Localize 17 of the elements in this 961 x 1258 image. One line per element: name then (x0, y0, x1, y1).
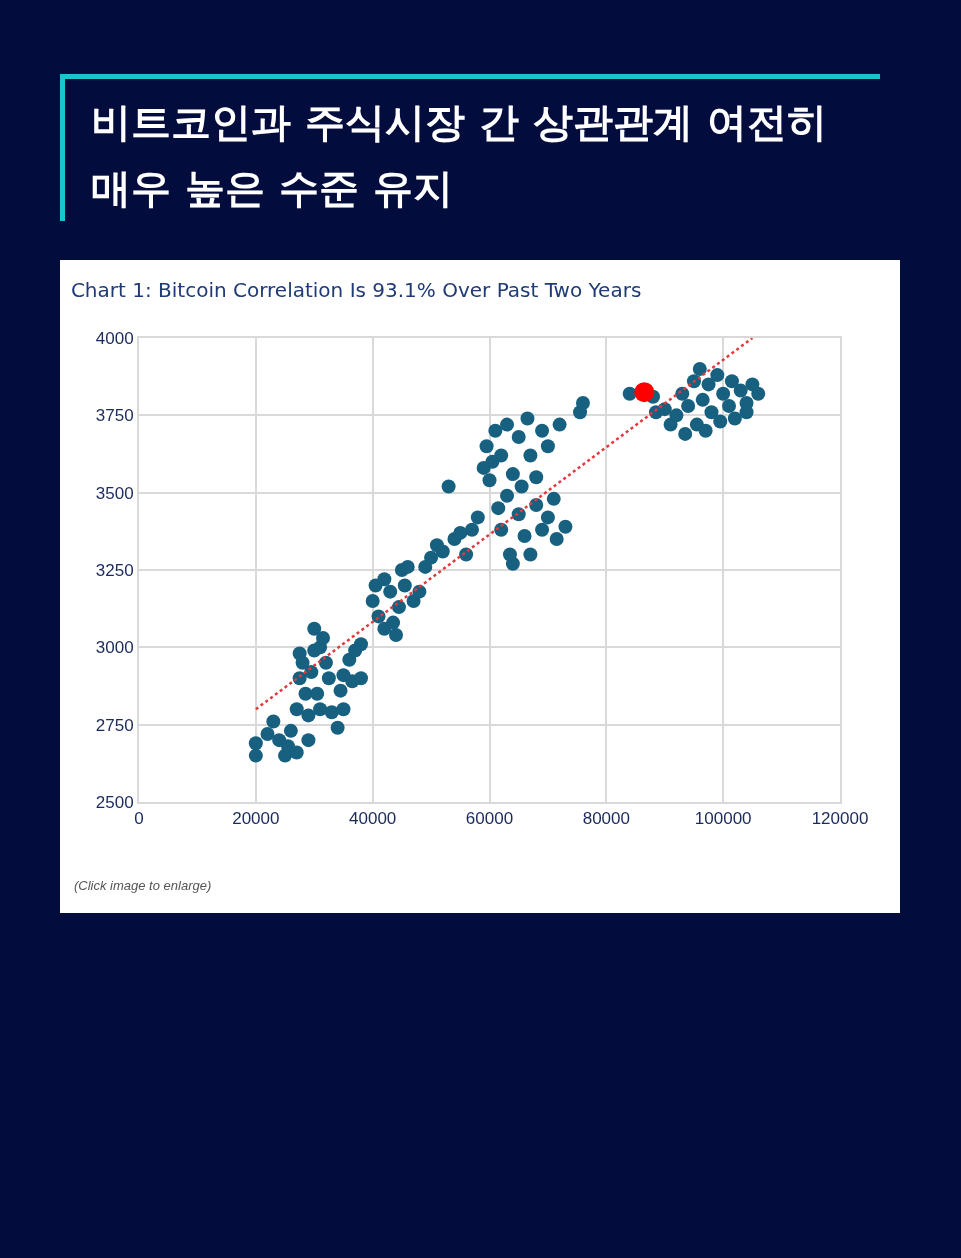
x-tick-label: 100000 (694, 809, 752, 829)
text: (Click image to enlarge) (74, 878, 212, 893)
y-tick-label: 3500 (95, 483, 134, 503)
y-tick-label: 3750 (95, 406, 134, 426)
x-tick-label: 40000 (349, 809, 397, 829)
x-tick-label: 20000 (232, 809, 280, 829)
y-tick-label: 2750 (95, 715, 134, 735)
x-tick-label: 60000 (465, 809, 514, 829)
y-tick-label: 3250 (95, 560, 134, 580)
y-tick-label: 4000 (95, 328, 134, 348)
y-tick-label: 3000 (95, 638, 134, 658)
x-tick-label: 0 (134, 809, 144, 829)
y-tick-label: 2500 (95, 792, 134, 812)
chart-title: 비트코인과 주식시장 간 상관관계 여전히 매우 높은 수준 유지 (60, 74, 880, 221)
chart-subtitle: Chart 1: Bitcoin Correlation Is 93.1% Over Past Two Years (70, 277, 642, 302)
x-tick-label: 80000 (582, 809, 630, 829)
x-tick-label: 120000 (811, 809, 869, 829)
